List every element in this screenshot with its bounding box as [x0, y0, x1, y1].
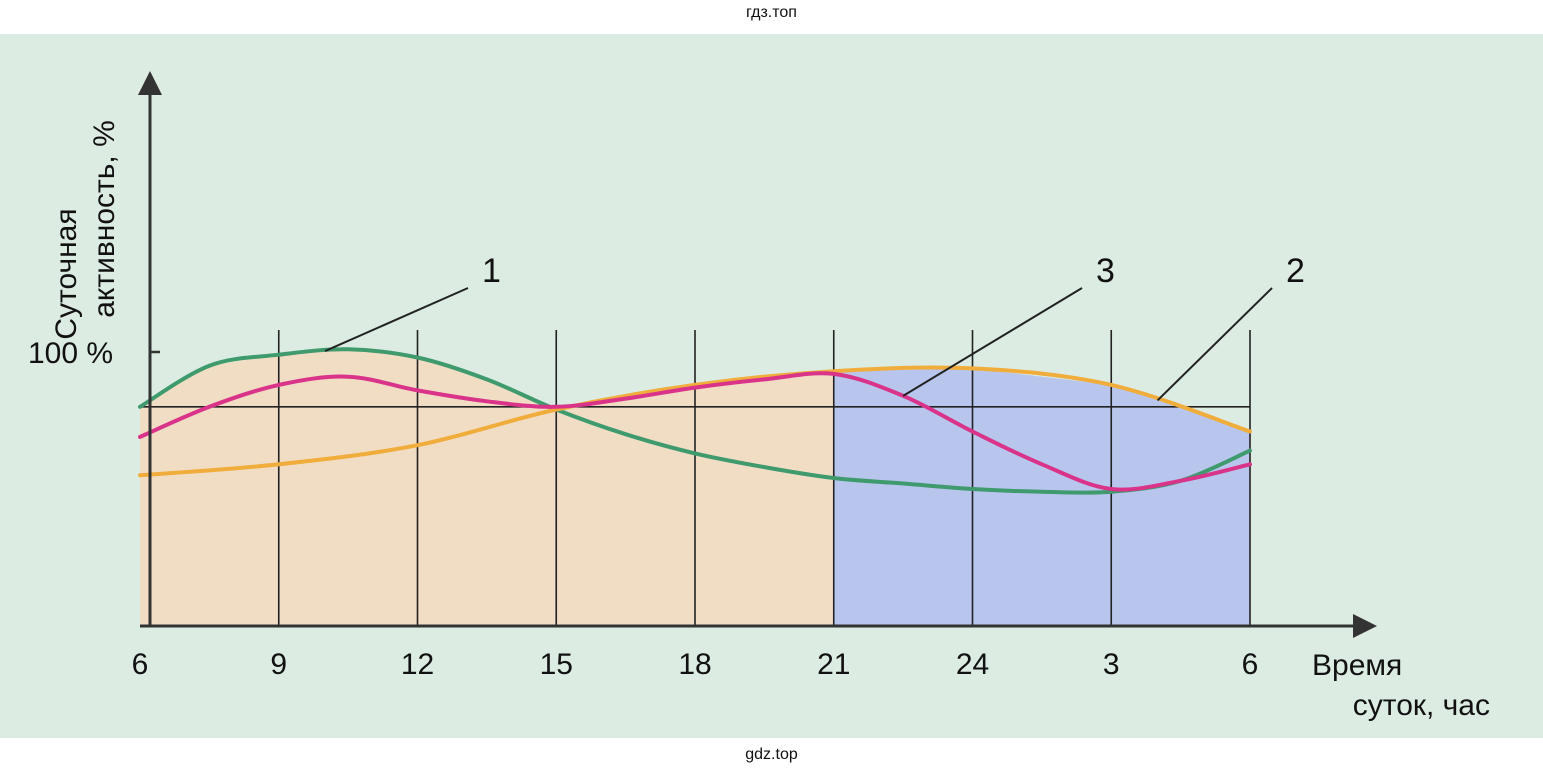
series-layer: [138, 347, 1252, 495]
chart-figure: 6 9 12 15 18 21 24 3 6 100 % Суточная активность, %…: [0, 34, 1543, 738]
curve-leader-line-3: [902, 287, 1083, 397]
curve-label-1: 1: [482, 252, 501, 290]
y-axis-label-line1: Суточная: [50, 208, 83, 339]
y-tick-label: 100 %: [28, 337, 113, 370]
y-axis-label-line2: активность, %: [88, 120, 121, 318]
x-tick-label: 6: [132, 648, 149, 681]
series-line-1: [138, 347, 1252, 495]
x-tick-label: 18: [678, 648, 711, 681]
x-tick-label: 3: [1103, 648, 1120, 681]
day-shading-area: [140, 349, 834, 626]
chart-axes: [138, 71, 1377, 638]
x-tick-label: 6: [1242, 648, 1259, 681]
curve-label-3: 3: [1096, 252, 1115, 290]
x-axis-label-line1: Время: [1312, 649, 1402, 682]
x-tick-label: 12: [401, 648, 434, 681]
x-tick-label: 24: [956, 648, 989, 681]
chart-gridlines: [140, 330, 1251, 626]
watermark-bottom: gdz.top: [745, 746, 798, 763]
x-tick-label: 9: [270, 648, 287, 681]
curve-leader-line-1: [324, 287, 469, 353]
series-line-2: [138, 365, 1252, 478]
night-shading-area: [833, 368, 1250, 626]
time-of-day-shading: [140, 349, 1250, 626]
x-tick-label: 21: [817, 648, 850, 681]
curve-leader-line-2: [1156, 287, 1273, 402]
series-line-3: [138, 371, 1252, 492]
x-tick-label: 15: [540, 648, 573, 681]
curve-label-2: 2: [1286, 252, 1305, 290]
x-axis-label-line2: суток, час: [1353, 689, 1490, 722]
watermark-top: гдз.топ: [746, 4, 797, 21]
